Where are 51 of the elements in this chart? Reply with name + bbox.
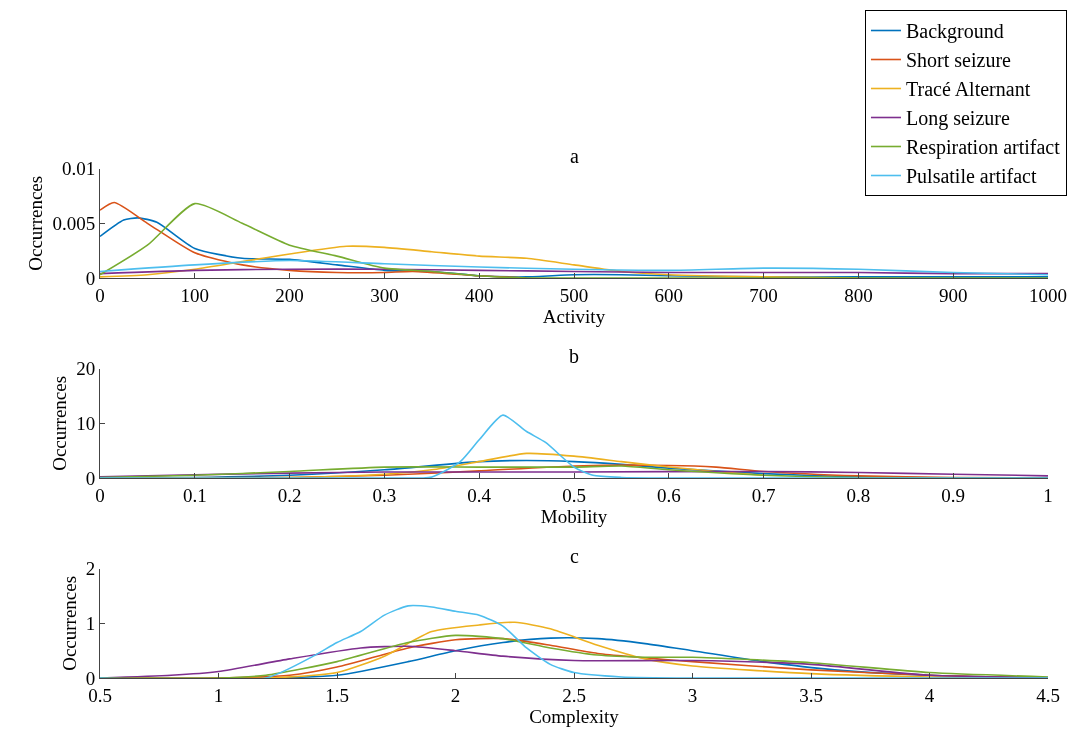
y-axis-title: Occurrences: [49, 375, 71, 471]
x-tick-label: 0.7: [751, 484, 776, 506]
x-tick-label: 200: [275, 284, 304, 306]
x-tick-label: 700: [749, 284, 778, 306]
x-tick-label: 0.4: [467, 484, 492, 506]
legend-label: Respiration artifact: [905, 136, 1061, 160]
x-tick-label: 1000: [1029, 284, 1067, 306]
x-tick-label: 2: [450, 684, 461, 706]
x-tick-label: 0.2: [277, 484, 302, 506]
x-tick-label: 4: [924, 684, 935, 706]
x-tick-label: 1: [213, 684, 224, 706]
x-tick-label: 100: [180, 284, 210, 306]
chart-title: c: [570, 545, 579, 567]
x-tick-label: 1: [1043, 484, 1053, 506]
x-tick-label: 0.1: [182, 484, 207, 506]
x-tick-label: 0.8: [846, 484, 871, 506]
x-tick-label: 4.5: [1036, 684, 1060, 706]
x-tick-label: 0.6: [656, 484, 681, 506]
legend-label: Short seizure: [905, 49, 1012, 72]
legend-label: Tracé Alternant: [905, 78, 1031, 101]
legend-label: Long seizure: [905, 107, 1010, 131]
y-tick-label: 20: [76, 358, 96, 380]
y-tick-label: 0: [85, 467, 96, 489]
chart-title: b: [569, 345, 579, 367]
x-tick-label: 800: [844, 284, 873, 306]
legend-label: Background: [905, 20, 1004, 44]
x-tick-label: 3.5: [799, 684, 823, 706]
x-axis-title: Mobility: [540, 505, 608, 527]
x-tick-label: 600: [654, 284, 684, 306]
x-tick-label: 1.5: [325, 684, 349, 706]
y-tick-label: 2: [85, 558, 96, 580]
y-tick-label: 10: [76, 412, 96, 434]
legend-label: Pulsatile artifact: [905, 165, 1037, 188]
y-tick-label: 1: [85, 612, 96, 634]
x-axis-title: Activity: [542, 305, 606, 327]
x-tick-label: 900: [938, 284, 968, 306]
x-tick-label: 400: [464, 284, 494, 306]
chart-title: a: [570, 145, 579, 167]
x-tick-label: 0.5: [562, 484, 586, 506]
x-axis-title: Complexity: [529, 705, 620, 727]
x-tick-label: 0.9: [941, 484, 966, 506]
y-tick-label: 0: [85, 267, 96, 289]
x-tick-label: 0.3: [372, 484, 397, 506]
y-axis-title: Occurrences: [25, 175, 47, 271]
y-tick-label: 0.005: [52, 212, 96, 234]
x-tick-label: 2.5: [562, 684, 586, 706]
x-tick-label: 500: [559, 284, 589, 306]
y-axis-title: Occurrences: [58, 575, 80, 671]
x-tick-label: 300: [370, 284, 399, 306]
x-tick-label: 3: [687, 684, 698, 706]
y-tick-label: 0.01: [61, 158, 96, 180]
